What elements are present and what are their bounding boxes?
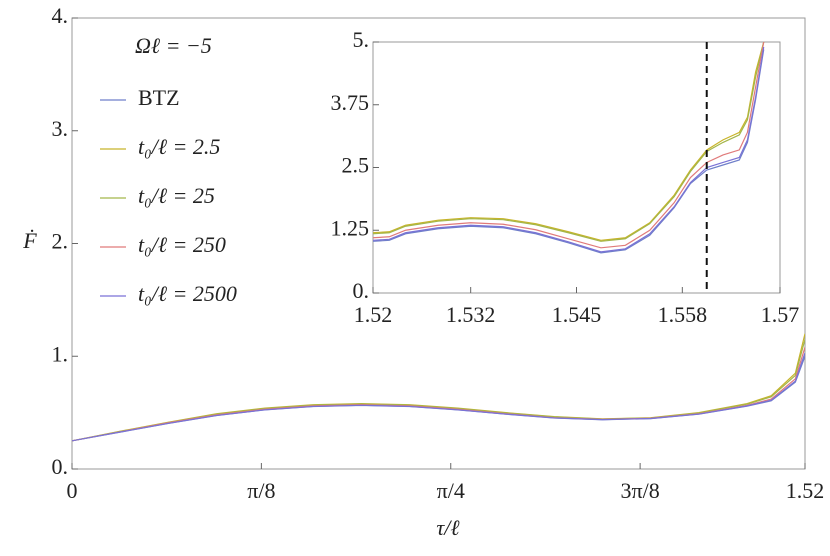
y-tick-label: 0. [52,454,69,479]
series-line [373,49,765,254]
legend-label: t₀/ℓ = 2500 [138,281,237,306]
series-line [72,356,805,442]
y-tick-label: 1. [52,341,69,366]
series-line [373,42,765,242]
series-line [373,46,765,253]
y-tick-label: 0. [353,278,370,303]
x-tick-label: 1.545 [552,302,602,327]
x-axis-label: τ/ℓ [436,515,460,540]
legend-label: t₀/ℓ = 250 [138,232,226,257]
series-line [72,347,805,442]
legend-label: t₀/ℓ = 25 [138,183,215,208]
x-tick-label: 1.532 [446,302,496,327]
legend-label: BTZ [138,85,180,110]
y-tick-label: 3.75 [331,90,370,115]
x-tick-label: 3π/8 [621,478,660,503]
annotation: Ωℓ = −5 [135,33,212,58]
x-tick-label: 1.52 [354,302,393,327]
x-tick-label: 1.558 [658,302,708,327]
y-axis-label: Ḟ [22,228,37,253]
series-line [72,339,805,442]
series-line [373,42,765,241]
x-tick-label: π/8 [247,478,275,503]
series-line [373,42,765,249]
y-tick-label: 2.5 [342,153,370,178]
series-group [72,333,805,442]
y-tick-label: 1.25 [331,215,370,240]
legend-label: t₀/ℓ = 2.5 [138,134,220,159]
series-group [373,42,765,254]
x-tick-label: 1.57 [761,302,800,327]
x-tick-label: π/4 [437,478,465,503]
inset-background [373,42,780,293]
y-tick-label: 2. [52,229,69,254]
y-tick-label: 5. [353,27,370,52]
x-tick-label: 0 [67,478,78,503]
series-line [72,352,805,442]
y-tick-label: 4. [52,3,69,28]
series-line [72,333,805,442]
y-tick-label: 3. [52,116,69,141]
x-tick-label: 1.52 [786,478,825,503]
